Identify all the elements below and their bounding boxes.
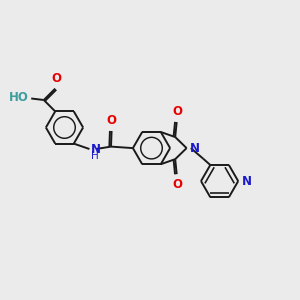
Text: HO: HO [9, 91, 29, 104]
Text: O: O [106, 114, 117, 128]
Text: N: N [91, 143, 100, 156]
Text: O: O [51, 72, 61, 85]
Text: O: O [172, 178, 182, 191]
Text: O: O [172, 106, 182, 118]
Text: H: H [91, 151, 98, 160]
Text: N: N [190, 142, 200, 154]
Text: N: N [242, 175, 252, 188]
